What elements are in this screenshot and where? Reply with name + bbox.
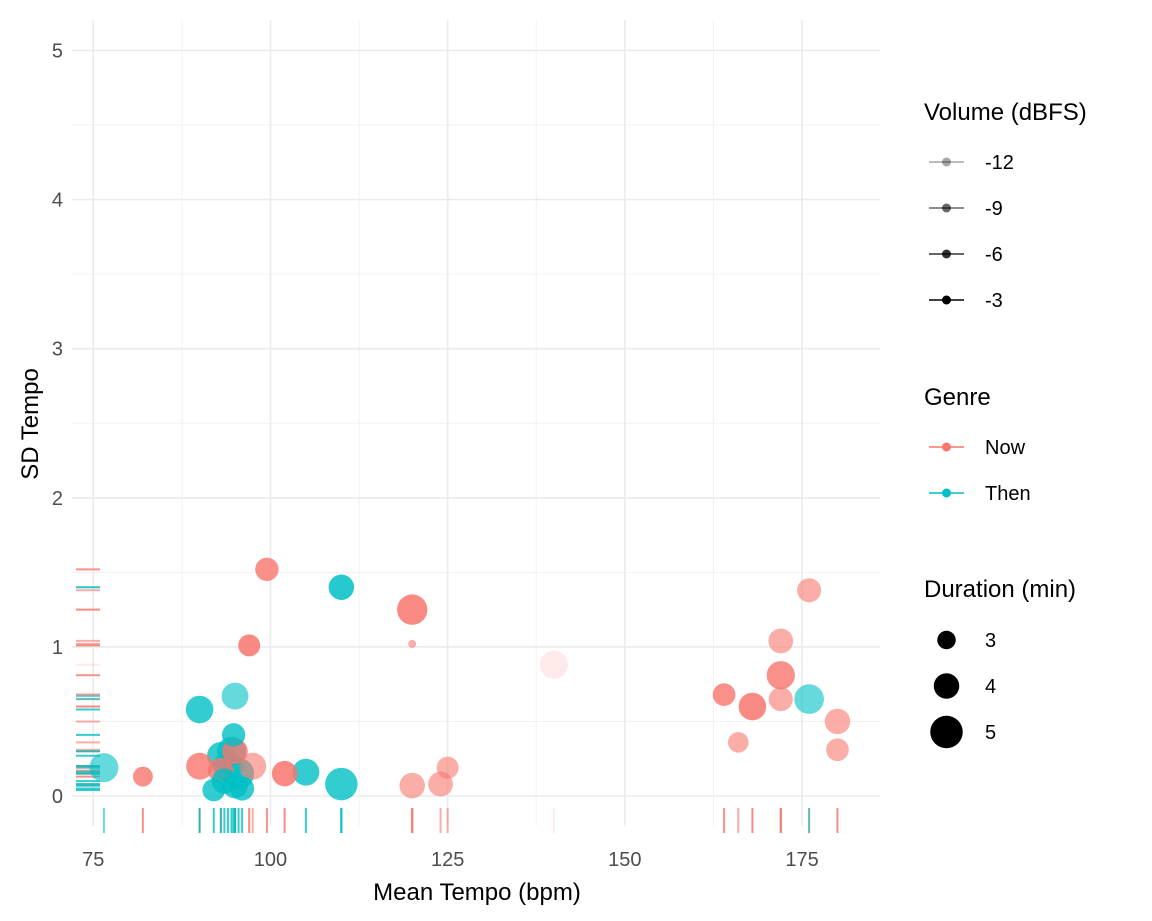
legend-genre-label: Then xyxy=(985,483,1031,505)
point-now xyxy=(712,683,736,706)
point-now xyxy=(399,772,425,799)
legend-genre-dot xyxy=(942,442,951,452)
y-tick-label: 0 xyxy=(52,786,63,808)
y-tick-label: 5 xyxy=(52,41,63,63)
legend-volume-dot xyxy=(942,157,951,167)
legend-volume-title: Volume (dBFS) xyxy=(924,99,1087,126)
point-then xyxy=(185,695,214,724)
point-now xyxy=(255,557,279,582)
point-then xyxy=(292,758,320,786)
point-then xyxy=(230,776,255,801)
legend-duration-dot xyxy=(937,630,956,650)
x-tick-label: 75 xyxy=(82,849,104,871)
point-then xyxy=(202,778,226,802)
y-tick-label: 4 xyxy=(52,190,63,212)
legend-duration-dot xyxy=(930,715,963,749)
point-now xyxy=(826,738,849,762)
point-then xyxy=(794,684,824,714)
y-tick-label: 2 xyxy=(52,488,63,510)
data-points xyxy=(89,557,851,802)
legend-duration-label: 5 xyxy=(985,722,996,744)
point-then xyxy=(325,767,358,801)
x-axis-title: Mean Tempo (bpm) xyxy=(373,879,581,906)
point-now xyxy=(436,756,459,779)
legend-volume-label: -9 xyxy=(985,198,1003,220)
point-then xyxy=(328,574,355,601)
rug-x-axis xyxy=(102,808,839,833)
legend-volume-label: -12 xyxy=(985,152,1014,174)
x-tick-label: 150 xyxy=(608,849,641,871)
legend-duration-label: 3 xyxy=(985,630,996,652)
legend-volume-dot xyxy=(942,295,951,305)
legend-duration-title: Duration (min) xyxy=(924,576,1076,603)
point-then xyxy=(221,682,249,710)
point-now xyxy=(271,760,298,787)
point-now xyxy=(766,661,795,690)
point-now xyxy=(539,650,569,679)
point-now xyxy=(132,766,153,787)
grid-minor xyxy=(72,20,880,826)
legend-volume-dot xyxy=(942,249,951,259)
point-now xyxy=(408,639,417,648)
legend-genre-dot xyxy=(942,488,951,498)
point-now xyxy=(768,687,793,712)
y-axis-title: SD Tempo xyxy=(17,368,44,480)
point-now xyxy=(238,634,261,657)
y-tick-label: 1 xyxy=(52,637,63,659)
legend-genre-title: Genre xyxy=(924,384,991,411)
legend-volume-label: -3 xyxy=(985,290,1003,312)
legend: Volume (dBFS) -12 -9 -6 -3 Genre Now Then Du… xyxy=(924,99,1087,749)
point-now xyxy=(797,578,822,603)
legend-volume-dot xyxy=(942,203,951,213)
point-now xyxy=(239,752,267,780)
x-tick-labels: 75 100 125 150 175 xyxy=(82,849,819,871)
legend-genre-keys: Now Then xyxy=(929,437,1031,505)
point-then xyxy=(89,753,119,783)
point-then xyxy=(221,723,246,747)
y-tick-labels: 0 1 2 3 4 5 xyxy=(52,41,63,809)
point-now xyxy=(727,732,749,753)
legend-duration-label: 4 xyxy=(985,676,996,698)
legend-duration-dot xyxy=(933,673,960,699)
x-tick-label: 125 xyxy=(431,849,464,871)
y-tick-label: 3 xyxy=(52,339,63,361)
point-now xyxy=(397,594,428,625)
x-tick-label: 100 xyxy=(254,849,287,871)
legend-volume-keys: -12 -9 -6 -3 xyxy=(929,152,1014,312)
point-now xyxy=(738,692,767,721)
legend-volume-label: -6 xyxy=(985,244,1003,266)
point-now xyxy=(768,628,794,654)
legend-duration-keys: 3 4 5 xyxy=(930,630,996,749)
point-now xyxy=(186,752,214,780)
x-tick-label: 175 xyxy=(785,849,818,871)
point-now xyxy=(824,708,851,735)
legend-genre-label: Now xyxy=(985,437,1026,459)
